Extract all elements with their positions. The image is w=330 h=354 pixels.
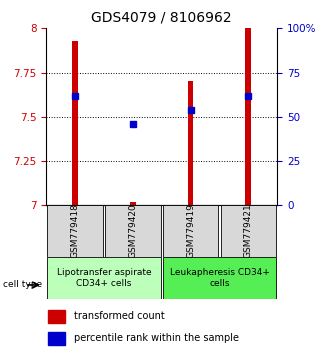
FancyBboxPatch shape	[163, 205, 218, 257]
Text: GSM779421: GSM779421	[244, 204, 253, 258]
Bar	[246, 28, 251, 205]
Bar	[188, 81, 193, 205]
FancyBboxPatch shape	[221, 205, 276, 257]
Text: GSM779420: GSM779420	[128, 204, 137, 258]
Text: GSM779419: GSM779419	[186, 204, 195, 258]
FancyBboxPatch shape	[48, 205, 103, 257]
Text: GSM779418: GSM779418	[71, 204, 80, 258]
Bar	[48, 310, 65, 323]
Title: GDS4079 / 8106962: GDS4079 / 8106962	[91, 10, 232, 24]
Text: Lipotransfer aspirate
CD34+ cells: Lipotransfer aspirate CD34+ cells	[57, 268, 151, 287]
Bar	[48, 332, 65, 345]
Text: percentile rank within the sample: percentile rank within the sample	[74, 333, 239, 343]
FancyBboxPatch shape	[163, 257, 276, 299]
Text: transformed count: transformed count	[74, 312, 164, 321]
Text: cell type: cell type	[3, 280, 43, 290]
Text: Leukapheresis CD34+
cells: Leukapheresis CD34+ cells	[170, 268, 269, 287]
Bar	[130, 202, 136, 205]
Bar	[72, 41, 78, 205]
FancyBboxPatch shape	[48, 257, 161, 299]
FancyBboxPatch shape	[105, 205, 161, 257]
